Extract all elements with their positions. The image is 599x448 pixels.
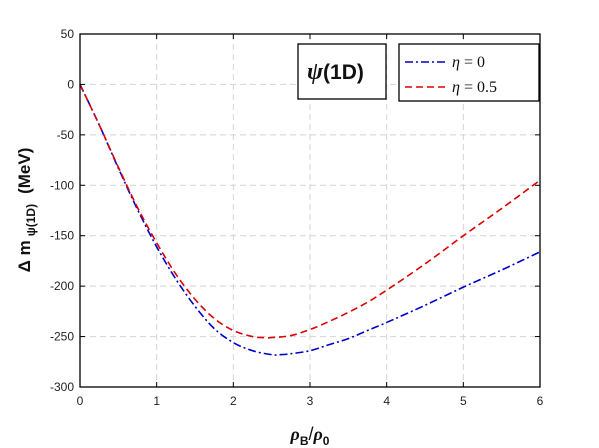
y-tick-label: -150 xyxy=(50,229,74,243)
y-axis-delta-m: Δ m xyxy=(15,240,34,272)
x-tick-label: 0 xyxy=(77,394,84,408)
annotation-state: (1D) xyxy=(323,61,364,84)
x-axis-rho: ρ xyxy=(290,424,300,444)
x-tick-label: 6 xyxy=(537,394,544,408)
legend-eta-symbol: η xyxy=(452,79,460,96)
legend-eta-symbol: η xyxy=(452,54,460,71)
legend-eta-value: = 0 xyxy=(460,54,485,71)
annotation-label: ψ(1D) xyxy=(307,59,364,85)
axis-ticks xyxy=(79,33,541,388)
y-tick-label: 0 xyxy=(67,77,74,91)
y-tick-label: 50 xyxy=(61,27,75,41)
y-tick-label: -50 xyxy=(57,128,75,142)
tick-labels: 0 1 2 3 4 5 6 50 0 -50 -100 -150 -200 -250 -300 xyxy=(50,27,544,408)
legend: η = 0 η = 0.5 xyxy=(398,43,540,102)
x-tick-label: 2 xyxy=(230,394,237,408)
x-axis-rho-2: ρ xyxy=(313,424,323,444)
legend-eta-value: = 0.5 xyxy=(460,79,497,96)
x-axis-sub-b: B xyxy=(300,434,309,448)
x-axis-slash: / xyxy=(308,424,313,444)
y-tick-label: -100 xyxy=(50,178,74,192)
x-tick-label: 1 xyxy=(153,394,160,408)
annotation-box: ψ(1D) xyxy=(297,43,387,100)
series-line-eta-0 xyxy=(79,84,541,356)
y-tick-label: -200 xyxy=(50,279,74,293)
y-axis-unit: (MeV) xyxy=(15,148,34,194)
legend-label-eta-0: η = 0 xyxy=(452,54,485,71)
legend-box xyxy=(398,43,540,102)
y-tick-label: -300 xyxy=(50,380,74,394)
x-axis-title: ρB/ρ0 xyxy=(290,424,330,448)
x-tick-label: 4 xyxy=(383,394,390,408)
y-tick-label: -250 xyxy=(50,330,74,344)
y-axis-title: Δ m ψ(1D) (MeV) xyxy=(15,148,38,273)
annotation-psi-symbol: ψ xyxy=(307,59,324,85)
series-lines xyxy=(79,84,541,356)
series-line-eta-0-5 xyxy=(79,84,541,339)
x-tick-label: 5 xyxy=(460,394,467,408)
x-tick-label: 3 xyxy=(307,394,314,408)
legend-label-eta-0-5: η = 0.5 xyxy=(452,79,497,96)
x-axis-sub-0: 0 xyxy=(323,434,330,448)
y-axis-subscript: ψ(1D) xyxy=(24,204,38,236)
